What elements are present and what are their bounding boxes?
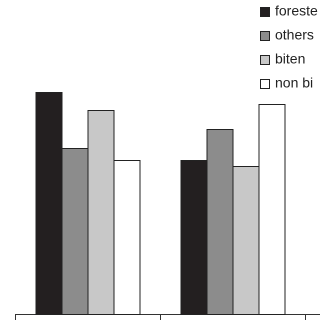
legend-swatch xyxy=(260,7,270,17)
legend-swatch xyxy=(260,79,270,89)
bar xyxy=(61,148,89,315)
bar xyxy=(180,160,208,315)
bar xyxy=(206,129,234,315)
legend-label: biten xyxy=(275,51,305,67)
bar xyxy=(87,110,115,315)
bar xyxy=(258,104,286,315)
legend-swatch xyxy=(260,31,270,41)
legend-label: others xyxy=(275,27,314,43)
bar xyxy=(232,166,260,315)
legend-label: non bi xyxy=(275,75,313,91)
legend-swatch xyxy=(260,55,270,65)
legend-label: foreste xyxy=(275,3,318,19)
bar xyxy=(35,92,63,315)
bar xyxy=(113,160,141,315)
